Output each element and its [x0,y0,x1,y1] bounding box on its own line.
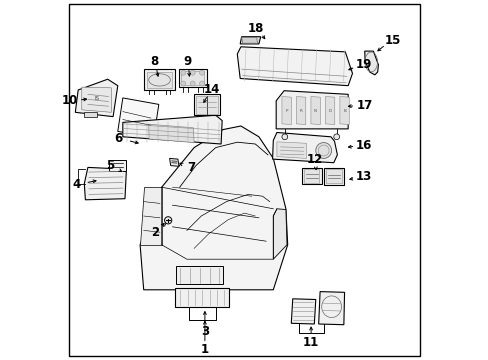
Text: 5: 5 [106,159,114,172]
Text: R: R [299,109,302,113]
Text: 4: 4 [72,177,81,191]
Polygon shape [148,124,194,143]
Polygon shape [181,71,204,85]
Text: 6: 6 [114,132,122,145]
Text: IS: IS [94,96,99,101]
Circle shape [199,81,204,86]
Polygon shape [276,142,306,158]
Polygon shape [179,69,206,87]
Polygon shape [194,94,220,115]
Polygon shape [240,37,260,44]
Polygon shape [318,292,344,325]
Text: 7: 7 [187,161,195,174]
Text: 12: 12 [306,153,323,166]
Text: 8: 8 [150,55,158,68]
Polygon shape [169,158,179,166]
Polygon shape [84,112,97,117]
Circle shape [333,134,339,140]
Polygon shape [84,167,126,200]
Polygon shape [81,87,111,112]
Text: N: N [313,109,316,113]
Polygon shape [291,299,315,324]
Polygon shape [140,126,287,290]
Circle shape [181,81,185,86]
Polygon shape [325,169,341,183]
Text: 10: 10 [61,94,78,107]
Circle shape [181,70,185,75]
Polygon shape [273,209,286,259]
Polygon shape [122,115,222,144]
Text: 15: 15 [384,34,400,47]
Polygon shape [302,168,321,184]
Text: 17: 17 [355,99,372,112]
Polygon shape [310,96,320,125]
Text: 14: 14 [203,83,220,96]
Circle shape [190,70,195,75]
Polygon shape [282,96,291,125]
Polygon shape [276,91,347,129]
Text: 19: 19 [355,58,371,71]
Polygon shape [143,69,175,90]
Text: 11: 11 [303,336,319,348]
Text: 18: 18 [247,22,263,35]
Polygon shape [140,187,162,245]
Polygon shape [272,132,337,163]
Text: B: B [343,109,346,113]
Polygon shape [146,72,172,88]
Polygon shape [364,51,378,75]
Polygon shape [303,169,319,183]
Polygon shape [75,79,118,117]
Polygon shape [339,96,348,125]
Circle shape [190,81,195,86]
Polygon shape [175,288,229,307]
Polygon shape [118,98,159,138]
Text: 1: 1 [201,343,208,356]
Polygon shape [109,160,126,171]
Text: 3: 3 [201,325,208,338]
Polygon shape [296,96,305,125]
Text: 13: 13 [355,171,371,184]
Polygon shape [176,266,223,284]
Circle shape [199,70,204,75]
Polygon shape [196,96,218,114]
Polygon shape [237,47,352,86]
Text: D: D [328,109,331,113]
Text: 16: 16 [355,139,372,152]
Circle shape [164,217,171,224]
Circle shape [282,134,287,140]
Polygon shape [324,168,343,185]
Text: 2: 2 [151,226,159,239]
Polygon shape [325,96,334,125]
Text: 9: 9 [183,55,192,68]
Polygon shape [241,37,257,43]
Circle shape [315,143,331,158]
Text: P: P [285,109,287,113]
